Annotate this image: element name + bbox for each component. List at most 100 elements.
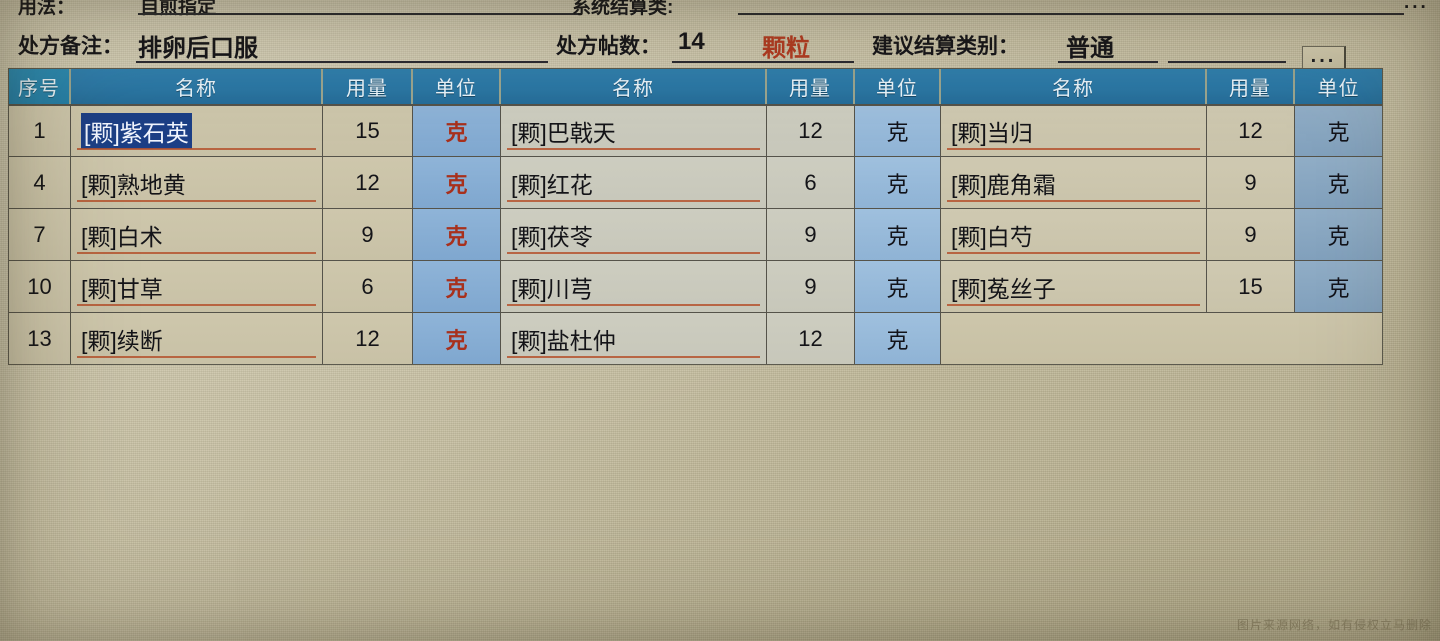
prescription-grid: 序号 名称 用量 单位 名称 用量 单位 名称 用量 单位 1 [颗]紫石英 1… [8,68,1383,365]
table-row[interactable]: 10 [颗]甘草 6 克 [颗]川芎 9 克 [颗]菟丝子 15 克 [9,260,1382,312]
cell-seq: 4 [9,157,71,208]
header-unit-1[interactable]: 单位 [413,69,501,104]
cell-amount-1[interactable]: 9 [323,209,413,260]
cell-unit-2[interactable]: 克 [855,313,941,364]
cell-unit-1[interactable]: 克 [413,157,501,208]
cell-unit-2[interactable]: 克 [855,157,941,208]
cell-name-2[interactable]: [颗]巴戟天 [501,106,767,156]
header-seq[interactable]: 序号 [9,69,71,104]
cell-amount-3-empty[interactable] [1207,313,1295,364]
table-row[interactable]: 13 [颗]续断 12 克 [颗]盐杜仲 12 克 [9,312,1382,364]
cell-amount-2[interactable]: 6 [767,157,855,208]
cell-unit-2[interactable]: 克 [855,261,941,312]
cell-unit-1[interactable]: 克 [413,209,501,260]
table-row[interactable]: 1 [颗]紫石英 15 克 [颗]巴戟天 12 克 [颗]当归 12 [9,104,1382,156]
watermark-text: 图片来源网络，如有侵权立马删除 [1236,618,1432,632]
header-amount-2[interactable]: 用量 [767,69,855,104]
cell-seq: 13 [9,313,71,364]
dose-count-underline [672,61,854,63]
cell-amount-3[interactable]: 12 [1207,106,1295,156]
cell-name-2[interactable]: [颗]盐杜仲 [501,313,767,364]
cell-name-3[interactable]: [颗]当归 [941,106,1207,156]
settlement-category-label: 建议结算类别： [872,35,1019,58]
cell-name-2[interactable]: [颗]川芎 [501,261,767,312]
field-underline [507,304,760,306]
cell-amount-3[interactable]: 15 [1207,261,1295,312]
cell-amount-1[interactable]: 12 [323,313,413,364]
header-name-2[interactable]: 名称 [501,69,767,104]
cell-amount-1[interactable]: 15 [323,106,413,156]
cell-name-3-text: [颗]鹿角霜 [951,171,1056,198]
cell-name-1[interactable]: [颗]紫石英 [71,106,323,156]
field-underline [77,148,316,150]
settlement-type-label: 系统结算类: [572,0,674,18]
cell-unit-1[interactable]: 克 [413,313,501,364]
cell-seq: 10 [9,261,71,312]
cell-unit-2[interactable]: 克 [855,106,941,156]
dose-count-value[interactable]: 14 [678,28,705,55]
usage-value[interactable]: 自煎指定 [140,0,217,18]
cell-unit-3[interactable]: 克 [1295,157,1382,208]
cell-name-1-text: [颗]甘草 [81,275,163,302]
cell-amount-1[interactable]: 12 [323,157,413,208]
field-underline [77,356,316,358]
grid-body: 1 [颗]紫石英 15 克 [颗]巴戟天 12 克 [颗]当归 12 [9,104,1382,364]
cell-amount-2[interactable]: 12 [767,313,855,364]
cell-amount-1[interactable]: 6 [323,261,413,312]
cell-name-2[interactable]: [颗]茯苓 [501,209,767,260]
dosage-form-value[interactable]: 颗粒 [762,35,810,62]
settlement-secondary-underline [1168,61,1286,63]
settlement-ellipsis-button[interactable]: ... [1302,45,1346,72]
table-row[interactable]: 7 [颗]白术 9 克 [颗]茯苓 9 克 [颗]白芍 9 克 [9,208,1382,260]
cell-name-1[interactable]: [颗]白术 [71,209,323,260]
field-underline [947,304,1200,306]
table-row[interactable]: 4 [颗]熟地黄 12 克 [颗]红花 6 克 [颗]鹿角霜 9 克 [9,156,1382,208]
header-unit-3[interactable]: 单位 [1317,78,1360,100]
cell-unit-1[interactable]: 克 [413,261,501,312]
cell-amount-2[interactable]: 12 [767,106,855,156]
field-underline [77,304,316,306]
cell-unit-3-empty[interactable] [1295,313,1382,364]
dose-count-label: 处方帖数： [556,35,661,58]
note-value[interactable]: 排卵后口服 [138,35,258,62]
cell-name-3-empty[interactable] [941,313,1207,364]
cell-name-1[interactable]: [颗]续断 [71,313,323,364]
header-name-3[interactable]: 名称 [941,69,1207,104]
cell-unit-1[interactable]: 克 [413,106,501,156]
cell-name-1[interactable]: [颗]甘草 [71,261,323,312]
header-amount-3[interactable]: 用量 [1207,69,1295,104]
cell-unit-3[interactable]: 克 [1295,209,1382,260]
note-label: 处方备注： [18,35,123,58]
note-field-underline [136,61,548,63]
field-underline [947,148,1200,150]
cell-amount-2[interactable]: 9 [767,209,855,260]
cell-seq: 7 [9,209,71,260]
field-underline [947,252,1200,254]
cell-name-1[interactable]: [颗]熟地黄 [71,157,323,208]
settlement-type-underline [738,13,1404,15]
cell-name-3[interactable]: [颗]鹿角霜 [941,157,1207,208]
cell-unit-3[interactable]: 克 [1295,261,1382,312]
cell-name-3-text: [颗]当归 [951,120,1033,146]
cell-amount-3[interactable]: 9 [1207,157,1295,208]
usage-field-underline [138,13,582,15]
field-underline [507,356,760,358]
cell-name-1-text: [颗]熟地黄 [81,171,186,198]
header-name-1[interactable]: 名称 [71,69,323,104]
cell-name-2-text: [颗]茯苓 [511,223,593,250]
cell-name-2-text: [颗]巴戟天 [511,120,616,146]
cell-name-1-text: [颗]紫石英 [81,113,192,149]
header-amount-1[interactable]: 用量 [323,69,413,104]
cell-unit-3[interactable]: 克 [1295,106,1382,156]
cell-unit-2[interactable]: 克 [855,209,941,260]
settlement-category-value[interactable]: 普通 [1066,35,1114,62]
cell-amount-2[interactable]: 9 [767,261,855,312]
cell-amount-3[interactable]: 9 [1207,209,1295,260]
header-unit-2[interactable]: 单位 [855,69,941,104]
cell-name-2[interactable]: [颗]红花 [501,157,767,208]
cell-name-3[interactable]: [颗]白芍 [941,209,1207,260]
usage-label: 用法： [18,0,76,18]
cell-name-3[interactable]: [颗]菟丝子 [941,261,1207,312]
top-ellipsis-button[interactable]: ... [1404,0,1429,13]
